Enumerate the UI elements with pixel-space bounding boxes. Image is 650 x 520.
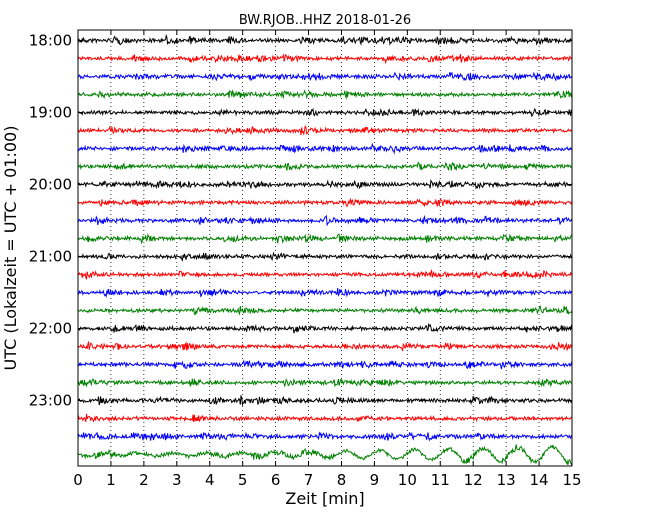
x-tick-label: 5 (238, 471, 248, 489)
y-axis-ticks: 18:00 19:00 20:00 21:00 22:00 23:00 (29, 32, 572, 410)
y-tick-label: 22:00 (29, 320, 72, 338)
trace-2000 (77, 178, 573, 190)
trace-2345 (77, 444, 573, 466)
trace-2200 (77, 322, 573, 334)
x-tick-label: 9 (370, 471, 380, 489)
y-tick-label: 18:00 (29, 32, 72, 50)
trace-2130 (77, 287, 573, 299)
trace-2315 (77, 414, 573, 423)
trace-2030 (77, 214, 573, 227)
x-tick-label: 2 (139, 471, 149, 489)
plot-frame (77, 29, 573, 467)
x-axis-label: Zeit [min] (285, 489, 364, 508)
trace-2045 (77, 232, 573, 245)
x-tick-label: 4 (205, 471, 215, 489)
x-tick-label: 14 (530, 471, 549, 489)
x-tick-label: 11 (431, 471, 450, 489)
y-tick-label: 20:00 (29, 176, 72, 194)
y-axis-label: UTC (Lokalzeit = UTC + 01:00) (1, 126, 20, 371)
x-axis-ticks: 0 1 2 3 4 5 6 7 8 9 10 11 12 13 14 15 (73, 30, 582, 489)
x-tick-label: 7 (304, 471, 314, 489)
chart-title: BW.RJOB..HHZ 2018-01-26 (239, 13, 411, 28)
trace-1930 (77, 142, 573, 155)
trace-1830 (77, 71, 572, 82)
trace-2115 (77, 269, 573, 280)
trace-2330 (77, 431, 573, 442)
trace-1845 (78, 89, 573, 100)
trace-2245 (77, 378, 573, 388)
trace-1915 (77, 125, 573, 136)
x-tick-label: 8 (337, 471, 347, 489)
x-tick-label: 13 (497, 471, 516, 489)
trace-1815 (77, 53, 573, 65)
x-tick-label: 1 (106, 471, 116, 489)
x-tick-label: 10 (398, 471, 417, 489)
vertical-grid (110, 30, 540, 466)
trace-1800 (77, 33, 573, 46)
x-tick-label: 3 (172, 471, 182, 489)
y-tick-label: 21:00 (29, 248, 72, 266)
x-tick-label: 12 (464, 471, 483, 489)
trace-2100 (77, 251, 573, 262)
y-tick-label: 19:00 (29, 104, 72, 122)
trace-2145 (77, 305, 573, 316)
trace-2015 (77, 197, 573, 208)
trace-2215 (77, 340, 573, 352)
y-tick-label: 23:00 (29, 392, 72, 410)
traces (77, 33, 573, 466)
trace-2230 (77, 359, 573, 370)
trace-2300 (77, 394, 573, 407)
x-tick-label: 15 (562, 471, 581, 489)
x-tick-label: 6 (271, 471, 281, 489)
trace-1945 (77, 161, 573, 172)
x-tick-label: 0 (73, 471, 83, 489)
trace-1900 (77, 107, 573, 118)
